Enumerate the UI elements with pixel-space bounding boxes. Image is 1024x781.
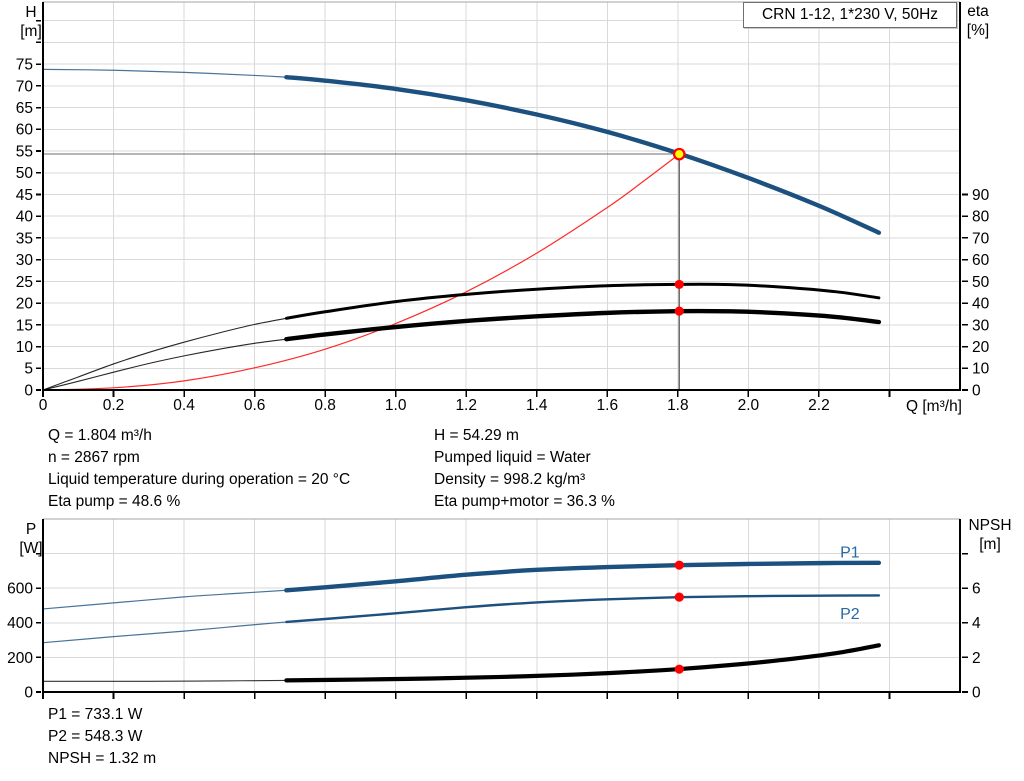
series-eta-pump-motor <box>284 308 882 342</box>
operating-point-text-left: Q = 1.804 m³/h n = 2867 rpm Liquid tempe… <box>48 425 350 513</box>
left-tick-label: 35 <box>16 230 33 247</box>
series-npsh-curve <box>284 643 881 683</box>
p1-dot <box>674 560 684 570</box>
left-tick-label: 5 <box>24 361 33 378</box>
left-tick-label: 20 <box>16 296 34 313</box>
right-tick-label: 0 <box>972 382 981 399</box>
h-value-line: H = 54.29 m <box>434 427 519 444</box>
right-tick-label: 6 <box>972 581 981 598</box>
left-tick-label: 45 <box>16 187 33 204</box>
x-tick-label: 2.2 <box>808 397 830 414</box>
right-tick-label: 90 <box>972 187 990 204</box>
right-tick-label: 70 <box>972 230 990 247</box>
x-tick-label: 0.6 <box>244 397 266 414</box>
right-tick-label: 30 <box>972 317 990 334</box>
right-tick-label: 50 <box>972 274 990 291</box>
p2-curve-label: P2 <box>840 606 860 623</box>
series-p2-curve-thin <box>42 621 287 644</box>
x-tick-label: 1.0 <box>385 397 407 414</box>
series-p1-curve <box>284 560 882 593</box>
left-tick-label: 10 <box>16 339 34 356</box>
x-tick-label: 0.2 <box>103 397 125 414</box>
x-tick-label: 1.8 <box>667 397 689 414</box>
x-tick-label: 1.6 <box>597 397 619 414</box>
left-tick-label: 55 <box>16 143 33 160</box>
eta-pump-line: Eta pump = 48.6 % <box>48 493 181 510</box>
x-tick-label: 1.2 <box>455 397 477 414</box>
left-tick-label: 400 <box>7 615 33 632</box>
npsh-value-line: NPSH = 1.32 m <box>48 750 157 767</box>
series-eta-pump-motor-thin <box>42 338 287 391</box>
h-axis-title: H [m] <box>20 4 42 40</box>
series-p2-curve <box>285 594 881 624</box>
p1-curve-label: P1 <box>840 544 860 561</box>
eta-pump-motor-line: Eta pump+motor = 36.3 % <box>434 493 615 510</box>
right-tick-label: 4 <box>972 615 981 632</box>
series-npsh-curve-thin <box>42 679 287 682</box>
liquid-temp-line: Liquid temperature during operation = 20… <box>48 471 351 488</box>
npsh-dot <box>674 664 684 674</box>
p1-value-line: P1 = 733.1 W <box>48 706 143 723</box>
left-tick-label: 25 <box>16 274 33 291</box>
duty-point-marker[interactable] <box>672 147 686 161</box>
right-tick-label: 20 <box>972 339 990 356</box>
power-chart-svg: 0 200 400 600 0 2 4 6 P1 P2 <box>7 518 981 700</box>
right-tick-label: 80 <box>972 209 990 226</box>
left-tick-label: 0 <box>24 684 33 700</box>
eta-pump-dot <box>674 279 684 290</box>
x-tick-label: 0 <box>39 397 48 414</box>
series-eta-pump-thin <box>42 317 287 391</box>
eta-pump-motor-dot <box>674 306 684 316</box>
left-tick-label: 0 <box>24 382 33 399</box>
left-tick-label: 50 <box>16 165 34 182</box>
right-tick-label: 10 <box>972 361 990 378</box>
series-eta-pump <box>284 282 881 320</box>
left-tick-label: 40 <box>16 209 34 226</box>
npsh-axis-title: NPSH [m] <box>968 517 1012 553</box>
pump-title-box: CRN 1-12, 1*230 V, 50Hz <box>743 2 957 28</box>
p2-dot <box>674 592 684 602</box>
right-tick-label: 2 <box>972 650 981 667</box>
pump-title-text: CRN 1-12, 1*230 V, 50Hz <box>761 6 939 23</box>
left-tick-label: 60 <box>16 122 34 139</box>
pumped-liquid-line: Pumped liquid = Water <box>434 449 591 466</box>
series-system-curve <box>42 153 680 391</box>
left-tick-label: 75 <box>16 57 33 74</box>
left-tick-label: 15 <box>16 317 33 334</box>
series-qh-curve-thin <box>42 68 287 78</box>
x-tick-label: 0.4 <box>173 397 195 414</box>
power-point-text: P1 = 733.1 W P2 = 548.3 W NPSH = 1.32 m <box>48 704 156 770</box>
series-qh-curve <box>284 74 882 235</box>
left-tick-label: 600 <box>7 581 33 598</box>
left-tick-label: 30 <box>16 252 34 269</box>
p-axis-title: P [W] <box>19 521 43 557</box>
right-tick-label: 60 <box>972 252 990 269</box>
qh-chart-svg: 0 5 10 15 20 25 30 35 40 45 50 55 60 65 70 75 0 10 20 30 40 5… <box>16 1 990 414</box>
x-tick-label: 2.0 <box>738 397 760 414</box>
operating-point-text-right: H = 54.29 m Pumped liquid = Water Densit… <box>434 425 615 513</box>
left-tick-label: 65 <box>16 100 33 117</box>
x-tick-label: 1.4 <box>526 397 548 414</box>
left-tick-label: 200 <box>7 650 33 667</box>
density-line: Density = 998.2 kg/m³ <box>434 471 586 488</box>
q-axis-title: Q [m³/h] <box>906 398 962 415</box>
eta-axis-title: eta [%] <box>966 3 990 39</box>
right-tick-label: 40 <box>972 296 990 313</box>
speed-line: n = 2867 rpm <box>48 449 140 466</box>
x-tick-label: 0.8 <box>314 397 336 414</box>
p2-value-line: P2 = 548.3 W <box>48 728 143 745</box>
right-tick-label: 0 <box>972 684 981 700</box>
series-p1-curve-thin <box>42 589 287 610</box>
left-tick-label: 70 <box>16 78 34 95</box>
q-value-line: Q = 1.804 m³/h <box>48 427 152 444</box>
